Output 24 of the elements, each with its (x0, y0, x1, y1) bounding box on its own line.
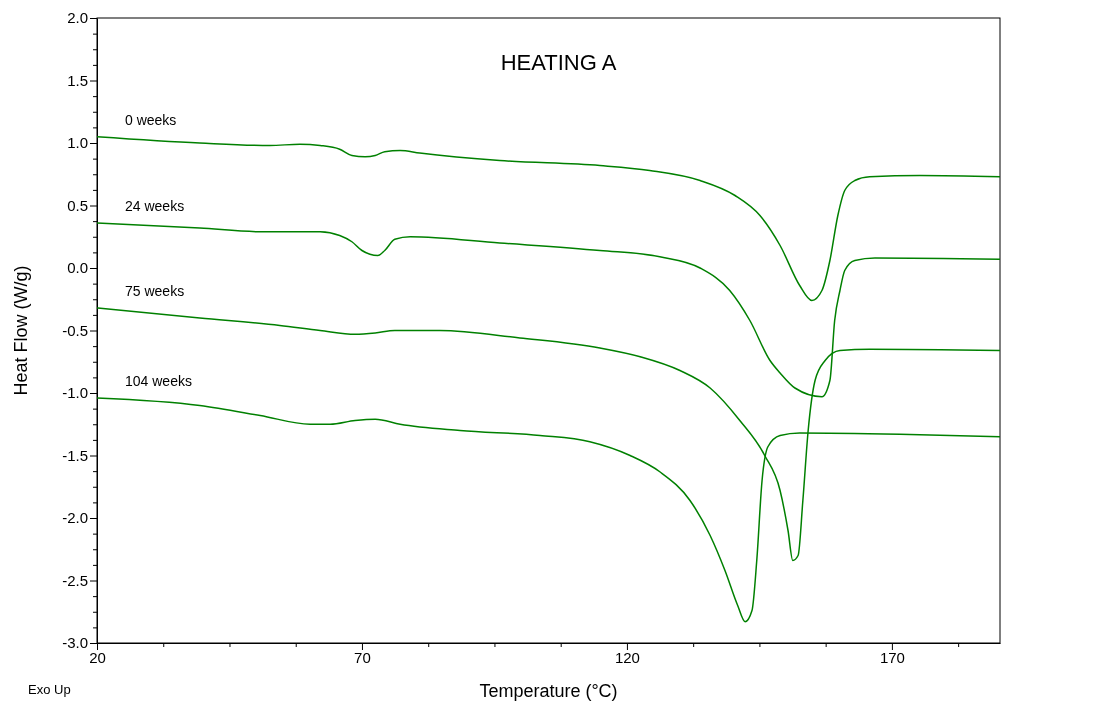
series-label: 104 weeks (125, 373, 192, 389)
y-tick-label: -0.5 (62, 321, 88, 339)
text: Exo Up (28, 682, 71, 697)
y-tick-label: 2.0 (67, 9, 88, 27)
y-tick-label: 0.5 (67, 196, 88, 214)
y-tick-label: -1.0 (62, 384, 88, 402)
x-tick-label: 70 (354, 648, 371, 666)
x-tick-label: 20 (89, 648, 106, 666)
x-axis-title: Temperature (°C) (479, 681, 618, 701)
y-tick-label: 0.0 (67, 259, 88, 277)
x-tick-label: 170 (879, 648, 905, 666)
series-label: 24 weeks (125, 198, 185, 214)
y-tick-label: -2.0 (62, 509, 88, 527)
y-axis-title: Heat Flow (W/g) (11, 265, 31, 396)
y-tick-label: -2.5 (62, 571, 88, 589)
y-tick-label: 1.5 (67, 71, 88, 89)
text: HEATING A (500, 50, 617, 75)
series-label: 75 weeks (125, 283, 185, 299)
y-tick-label: -3.0 (62, 634, 88, 652)
y-tick-label: 1.0 (67, 134, 88, 152)
series-label: 0 weeks (125, 111, 177, 128)
x-tick-label: 120 (614, 648, 640, 666)
y-tick-label: -1.5 (62, 446, 88, 464)
line-series (96, 136, 1001, 302)
